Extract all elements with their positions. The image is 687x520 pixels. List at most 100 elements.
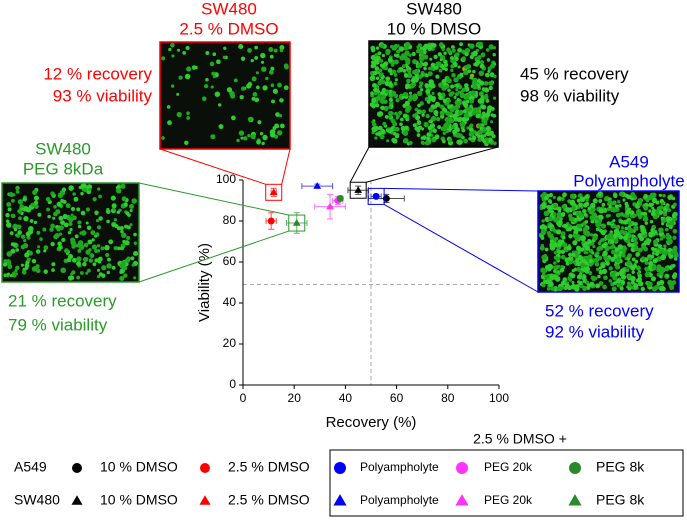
cell (412, 113, 417, 118)
highlight-box (367, 187, 385, 205)
x-tick-label: 100 (489, 391, 509, 405)
cell (399, 122, 403, 127)
cell (480, 134, 484, 138)
cell (563, 223, 569, 229)
cell (94, 234, 98, 238)
y-tick-label: 20 (223, 336, 237, 350)
cell (15, 248, 19, 252)
cell (131, 263, 135, 267)
cell (124, 257, 131, 263)
inset-annotation: 93 % viability (53, 86, 153, 105)
cell (430, 67, 435, 71)
cell (603, 196, 609, 202)
cell (540, 243, 544, 248)
cell (16, 224, 22, 230)
cell (622, 231, 627, 236)
cell (566, 285, 572, 291)
cell (478, 41, 484, 47)
cell (57, 192, 64, 199)
cell (560, 249, 566, 255)
cell (110, 195, 116, 201)
cell (444, 84, 449, 89)
cell (615, 224, 621, 230)
inset-annotation: 52 % recovery (545, 301, 654, 320)
cell (36, 230, 41, 235)
cell (111, 203, 117, 209)
cell (459, 42, 464, 47)
cell (460, 49, 465, 53)
cell (602, 284, 607, 290)
inset-title: 2.5 % DMSO (179, 19, 278, 38)
cell (474, 109, 478, 114)
legend-marker (333, 494, 347, 506)
cell (485, 81, 489, 86)
cell (667, 216, 673, 222)
cell (572, 240, 578, 246)
micrograph (159, 41, 291, 150)
cell (660, 202, 665, 206)
cell (606, 221, 611, 226)
cell (98, 272, 103, 277)
cell (12, 224, 18, 230)
cell (270, 66, 275, 71)
cell (19, 204, 24, 209)
cell (106, 207, 110, 212)
cell (467, 106, 473, 112)
cell (669, 220, 674, 225)
cell (453, 95, 457, 99)
cell (479, 126, 484, 131)
cell (466, 126, 470, 130)
cell (559, 267, 565, 273)
cell (420, 52, 425, 57)
cell (560, 212, 566, 217)
cell (92, 262, 97, 267)
cell (96, 249, 101, 253)
cell (76, 275, 80, 280)
cell (120, 246, 124, 251)
cell (370, 91, 374, 95)
cell (590, 219, 595, 224)
cell (455, 132, 461, 138)
micrograph-cells (161, 42, 289, 146)
cell (483, 94, 489, 100)
cell (250, 134, 256, 140)
cell (209, 61, 215, 67)
cell (597, 191, 602, 197)
cell (475, 113, 481, 119)
cell (463, 138, 468, 144)
cell (431, 138, 436, 143)
cell (33, 195, 40, 201)
cell (428, 97, 433, 102)
cell (489, 63, 495, 69)
cell (618, 191, 624, 197)
cell (429, 123, 436, 129)
cell (70, 206, 76, 212)
cell (416, 62, 423, 69)
cell (450, 84, 455, 89)
cell (635, 252, 640, 257)
cell (488, 44, 494, 50)
cell (21, 269, 27, 275)
cell (560, 265, 564, 269)
cell (595, 267, 600, 272)
legend-marker (569, 462, 581, 474)
cell (405, 65, 410, 69)
cell (582, 209, 587, 213)
cell (658, 193, 662, 197)
cell (592, 244, 596, 249)
cell (630, 243, 636, 248)
cell (624, 257, 628, 261)
y-tick-label: 80 (223, 213, 237, 227)
micrograph-cells (538, 191, 679, 292)
cell (388, 115, 392, 119)
cell (460, 89, 464, 93)
cell (612, 201, 617, 206)
cell (85, 271, 89, 275)
cell (443, 62, 449, 67)
cell (373, 70, 378, 76)
cell (457, 100, 462, 105)
cell (42, 227, 47, 232)
cell (52, 216, 56, 220)
cell (637, 247, 643, 253)
cell (80, 210, 86, 216)
